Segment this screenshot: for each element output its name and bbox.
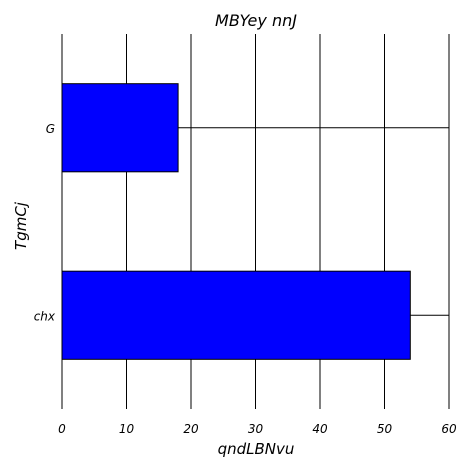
x-tick-labels: 0 10 20 30 40 50 60: [58, 422, 457, 436]
x-tick-label: 40: [312, 422, 328, 436]
bar-G: [61, 83, 179, 173]
x-tick-label: 10: [119, 422, 135, 436]
x-tick-label: 30: [248, 422, 264, 436]
bars: [61, 83, 411, 360]
chart-title: MBYey nnJ: [215, 11, 297, 30]
x-tick-label: 60: [441, 422, 457, 436]
y-tick-label: chx: [34, 309, 56, 323]
y-tick-labels: chx G: [34, 122, 56, 324]
y-tick-label: G: [46, 122, 55, 136]
bar-chx: [61, 270, 411, 360]
y-axis-label: TgmCj: [12, 201, 30, 250]
x-tick-label: 20: [183, 422, 199, 436]
x-tick-label: 50: [377, 422, 393, 436]
x-tick-label: 0: [58, 422, 66, 436]
x-axis-label: qndLBNvu: [218, 440, 295, 458]
